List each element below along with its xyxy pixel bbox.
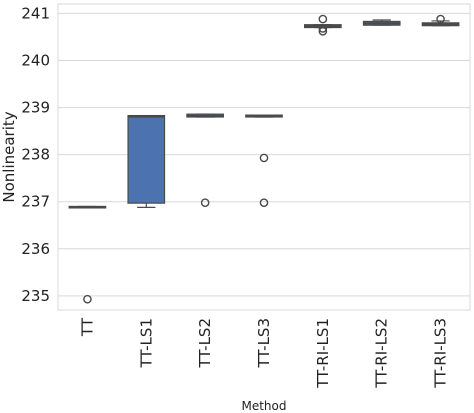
- plot-area: [57, 3, 471, 311]
- x-tick-label: TT-LS3: [255, 318, 273, 369]
- outlier-point: [318, 14, 328, 24]
- y-tick-label: 240: [21, 51, 50, 69]
- x-axis-ticks: TT TT-LS1 TT-LS2 TT-LS3 TT-RI-LS1 TT-RI-LS2 TT…: [78, 317, 449, 389]
- box-iqr: [127, 114, 166, 204]
- x-axis-label: Method: [241, 399, 286, 413]
- outlier-point: [259, 153, 269, 163]
- y-tick-label: 239: [21, 99, 50, 117]
- outlier-point: [318, 24, 328, 33]
- outlier-point: [436, 14, 445, 24]
- y-tick-label: 235: [21, 287, 50, 305]
- y-axis-ticks: 235 236 237 238 239 240 241: [21, 4, 50, 304]
- outlier-point: [259, 198, 269, 207]
- outlier-point: [83, 294, 92, 304]
- x-tick-label: TT-RI-LS3: [432, 318, 450, 389]
- box-tt-ls1: [127, 114, 166, 208]
- box-tt: [68, 205, 107, 304]
- x-tick-label: TT-RI-LS2: [373, 318, 391, 389]
- box-tt-ls3: [245, 114, 283, 207]
- y-axis-label: Nonlinearity: [0, 111, 18, 202]
- x-tick-label: TT: [78, 317, 96, 337]
- box-tt-ri-ls1: [304, 14, 342, 36]
- boxes: [68, 14, 460, 304]
- y-tick-label: 238: [21, 146, 50, 164]
- outlier-point: [200, 198, 210, 207]
- box-tt-ls2: [186, 113, 224, 207]
- y-tick-label: 237: [21, 193, 50, 211]
- x-tick-label: TT-LS2: [196, 318, 214, 369]
- y-tick-label: 236: [21, 240, 50, 258]
- box-tt-ri-ls3: [421, 14, 460, 27]
- outlier-point: [318, 27, 328, 36]
- box-tt-ri-ls2: [362, 19, 401, 26]
- grid: [58, 12, 470, 297]
- x-tick-label: TT-LS1: [137, 318, 155, 369]
- x-tick-label: TT-RI-LS1: [314, 318, 332, 389]
- y-tick-label: 241: [21, 4, 50, 22]
